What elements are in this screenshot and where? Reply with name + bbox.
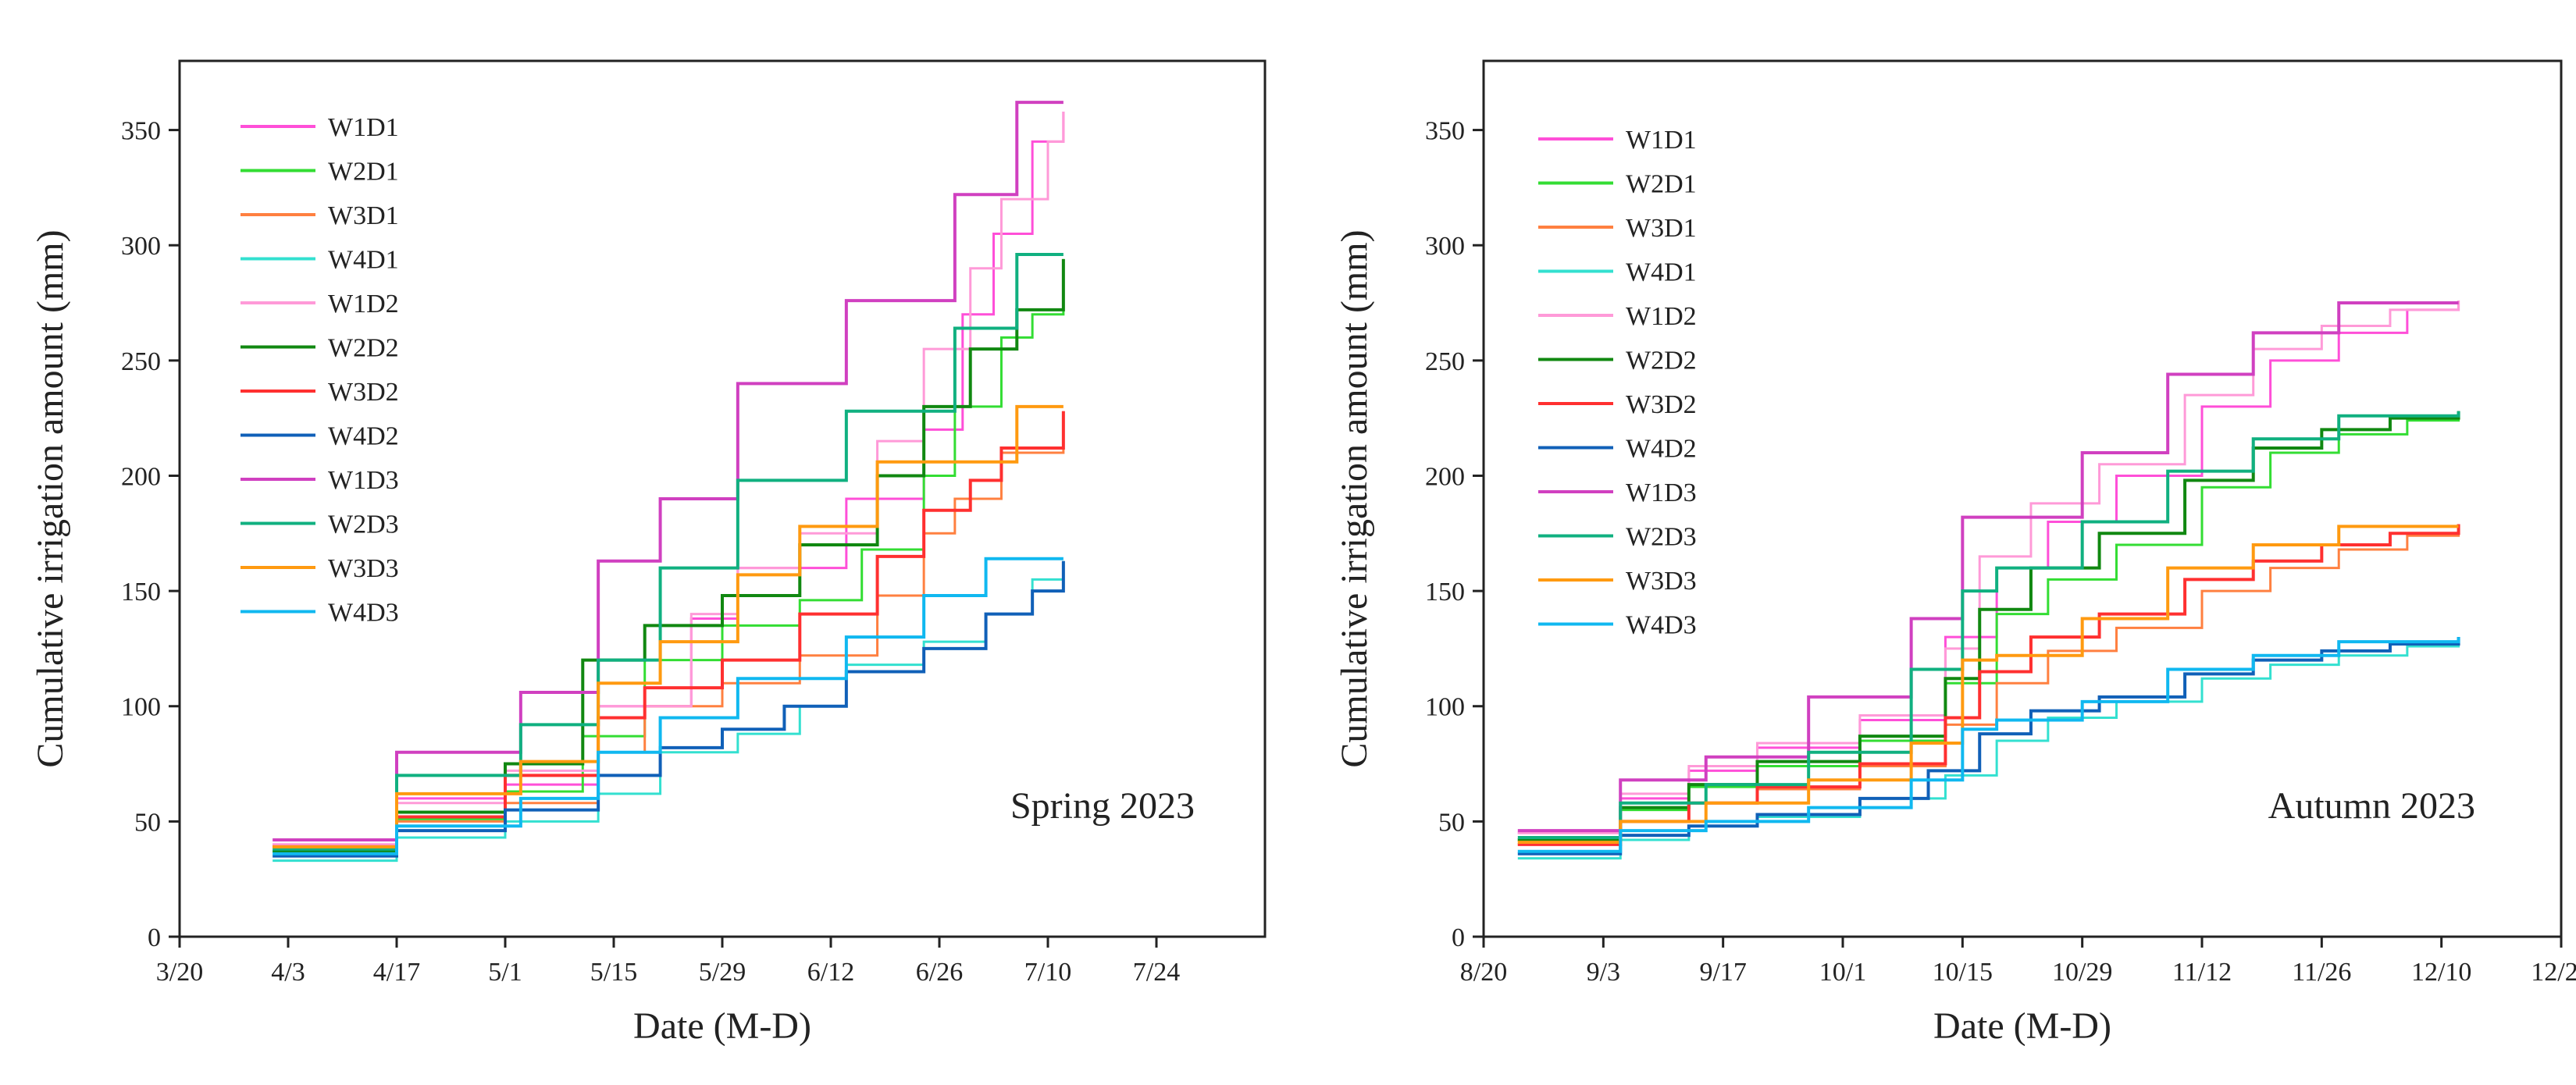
series-line-w4d3 <box>1517 637 2460 853</box>
legend-label-w1d1: W1D1 <box>328 113 399 142</box>
series-line-w4d3 <box>273 557 1064 856</box>
x-tick-label: 6/26 <box>916 958 963 987</box>
legend-label-w4d1: W4D1 <box>1626 258 1697 287</box>
y-tick-label: 50 <box>134 808 161 837</box>
x-tick-label: 6/12 <box>807 958 854 987</box>
x-tick-label: 11/12 <box>2172 958 2232 987</box>
legend-label-w3d1: W3D1 <box>328 201 399 230</box>
y-axis-title: Cumulative irrigation amount (mm) <box>1334 229 1375 767</box>
x-tick-label: 5/1 <box>488 958 522 987</box>
y-tick-label: 200 <box>121 462 161 491</box>
y-tick-label: 100 <box>121 693 161 722</box>
legend-label-w4d2: W4D2 <box>328 422 399 451</box>
series-line-w2d3 <box>1517 411 2460 840</box>
legend-label-w2d3: W2D3 <box>1626 523 1697 552</box>
x-tick-label: 7/24 <box>1133 958 1180 987</box>
series-line-w3d2 <box>273 411 1065 848</box>
series-line-w3d3 <box>273 404 1064 848</box>
y-tick-label: 0 <box>148 923 161 952</box>
y-tick-label: 0 <box>1452 923 1465 952</box>
legend-label-w4d1: W4D1 <box>328 246 399 275</box>
x-tick-label: 12/10 <box>2411 958 2471 987</box>
y-tick-label: 100 <box>1425 693 1465 722</box>
series-line-w3d3 <box>1517 525 2459 844</box>
x-tick-label: 11/26 <box>2292 958 2351 987</box>
x-axis-title: Date (M-D) <box>633 1005 811 1047</box>
legend-label-w1d2: W1D2 <box>1626 302 1697 331</box>
y-tick-label: 150 <box>1425 578 1465 607</box>
legend-label-w2d2: W2D2 <box>1626 347 1697 375</box>
x-tick-label: 7/10 <box>1024 958 1071 987</box>
legend-label-w4d3: W4D3 <box>328 599 399 628</box>
legend-label-w3d2: W3D2 <box>1626 390 1697 419</box>
series-line-w1d3 <box>1517 301 2459 833</box>
x-tick-label: 10/1 <box>1819 958 1866 987</box>
legend-label-w2d1: W2D1 <box>328 158 399 187</box>
autumn-2023-chart: 0 50 100 150 200 250 300 350 8/20 9/3 9/17 10/1 10/1… <box>1334 59 2576 1047</box>
y-tick-label: 150 <box>121 578 161 607</box>
series-line-w1d3 <box>273 101 1064 841</box>
legend-label-w4d2: W4D2 <box>1626 435 1697 464</box>
y-tick-label: 200 <box>1425 462 1465 491</box>
legend-label-w4d3: W4D3 <box>1626 611 1697 640</box>
y-tick-label: 300 <box>1425 232 1465 261</box>
x-tick-label: 4/3 <box>271 958 305 987</box>
x-tick-label: 12/24 <box>2531 958 2576 987</box>
x-tick-label: 5/15 <box>590 958 637 987</box>
x-axis-title: Date (M-D) <box>1933 1005 2111 1047</box>
y-tick-label: 250 <box>1425 347 1465 376</box>
spring-2023-chart: 0 50 100 150 200 250 300 350 3/20 4/3 4/17 5/1 5/15 5… <box>30 59 1267 1047</box>
legend-label-w3d3: W3D3 <box>328 554 399 583</box>
legend-label-w2d1: W2D1 <box>1626 170 1697 199</box>
series-line-w2d3 <box>273 253 1064 851</box>
season-label: Autumn 2023 <box>2268 785 2475 827</box>
legend-label-w1d3: W1D3 <box>328 466 399 495</box>
plot-frame <box>1482 59 2563 938</box>
y-tick-label: 350 <box>121 117 161 146</box>
y-tick-label: 250 <box>121 347 161 376</box>
legend-label-w1d1: W1D1 <box>1626 126 1697 155</box>
x-tick-label: 4/17 <box>373 958 420 987</box>
y-tick-label: 300 <box>121 232 161 261</box>
season-label: Spring 2023 <box>1010 785 1195 827</box>
series-line-w4d2 <box>273 560 1065 858</box>
legend-label-w2d3: W2D3 <box>328 510 399 539</box>
y-tick-label: 350 <box>1425 117 1465 146</box>
x-tick-label: 10/29 <box>2052 958 2112 987</box>
y-axis-title: Cumulative irrigation amount (mm) <box>30 229 71 767</box>
legend-label-w1d3: W1D3 <box>1626 478 1697 507</box>
y-tick-label: 50 <box>1438 808 1465 837</box>
x-tick-label: 8/20 <box>1460 958 1507 987</box>
x-tick-label: 10/15 <box>1933 958 1993 987</box>
legend-label-w3d3: W3D3 <box>1626 567 1697 596</box>
x-tick-label: 9/3 <box>1587 958 1620 987</box>
x-tick-label: 3/20 <box>156 958 203 987</box>
legend-label-w1d2: W1D2 <box>328 290 399 318</box>
x-tick-label: 9/17 <box>1699 958 1746 987</box>
x-tick-label: 5/29 <box>699 958 746 987</box>
legend-label-w3d1: W3D1 <box>1626 214 1697 243</box>
legend-label-w3d2: W3D2 <box>328 378 399 407</box>
legend-label-w2d2: W2D2 <box>328 334 399 363</box>
